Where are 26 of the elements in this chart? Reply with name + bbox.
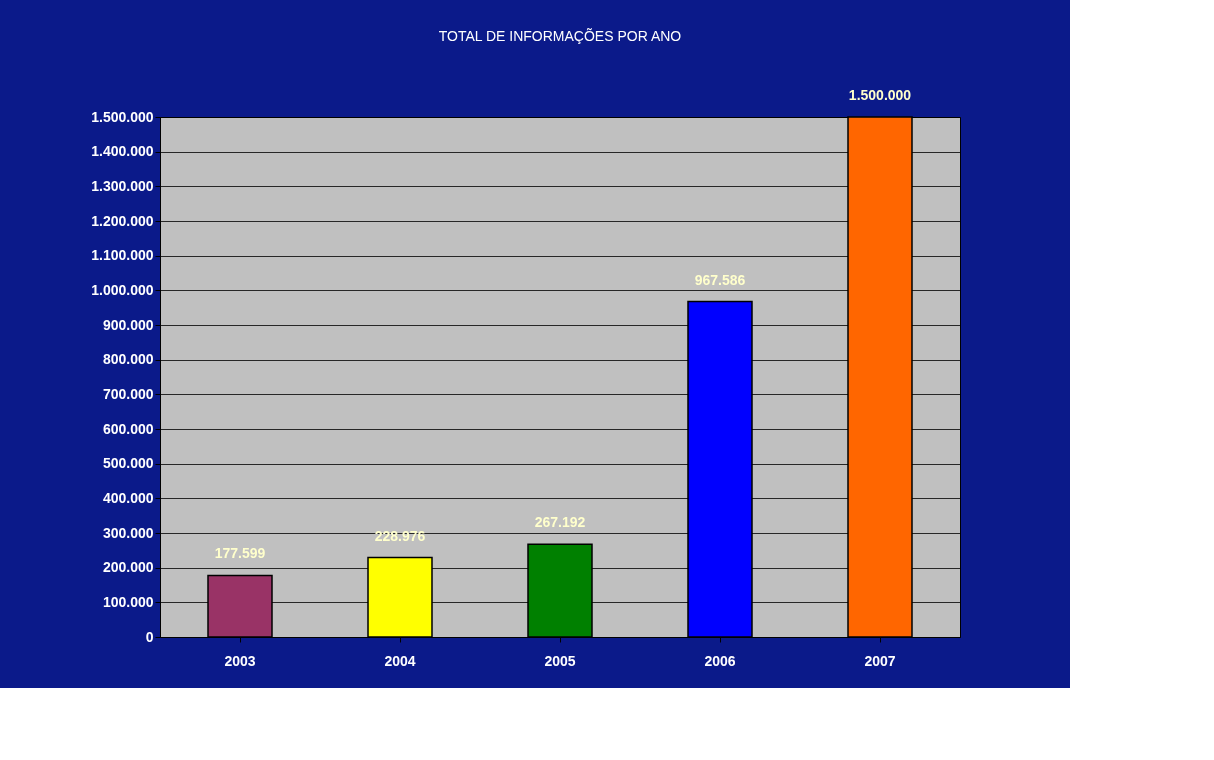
y-tick-label: 300.000 (102, 524, 154, 541)
y-tick-label: 1.300.000 (91, 177, 154, 194)
data-label: 1.500.000 (848, 87, 912, 103)
y-tick-label: 400.000 (102, 489, 154, 506)
x-tick-label: 2004 (384, 652, 416, 669)
y-tick-label: 1.100.000 (91, 247, 154, 264)
y-tick-label: 1.400.000 (91, 143, 154, 160)
x-tick-label: 2003 (224, 652, 256, 669)
y-tick-label: 800.000 (102, 351, 154, 368)
y-tick-label: 700.000 (102, 385, 154, 402)
y-tick-label: 1.000.000 (91, 281, 154, 298)
data-label: 177.599 (214, 545, 266, 562)
chart-title: TOTAL DE INFORMAÇÕES POR ANO (438, 28, 682, 44)
y-tick-label: 1.500.000 (91, 108, 154, 125)
y-tick-label: 200.000 (102, 559, 154, 576)
y-tick-label: 600.000 (102, 420, 154, 437)
x-tick-label: 2007 (864, 652, 896, 669)
y-tick-label: 1.200.000 (91, 212, 154, 229)
data-label: 967.586 (694, 271, 746, 288)
y-tick-label: 900.000 (102, 316, 154, 333)
x-tick-label: 2006 (704, 652, 736, 669)
y-tick-label: 100.000 (102, 593, 154, 610)
x-tick-label: 2005 (544, 652, 576, 669)
y-tick-label: 500.000 (102, 455, 154, 472)
y-tick-label: 0 (145, 628, 154, 645)
data-label: 267.192 (534, 514, 586, 531)
